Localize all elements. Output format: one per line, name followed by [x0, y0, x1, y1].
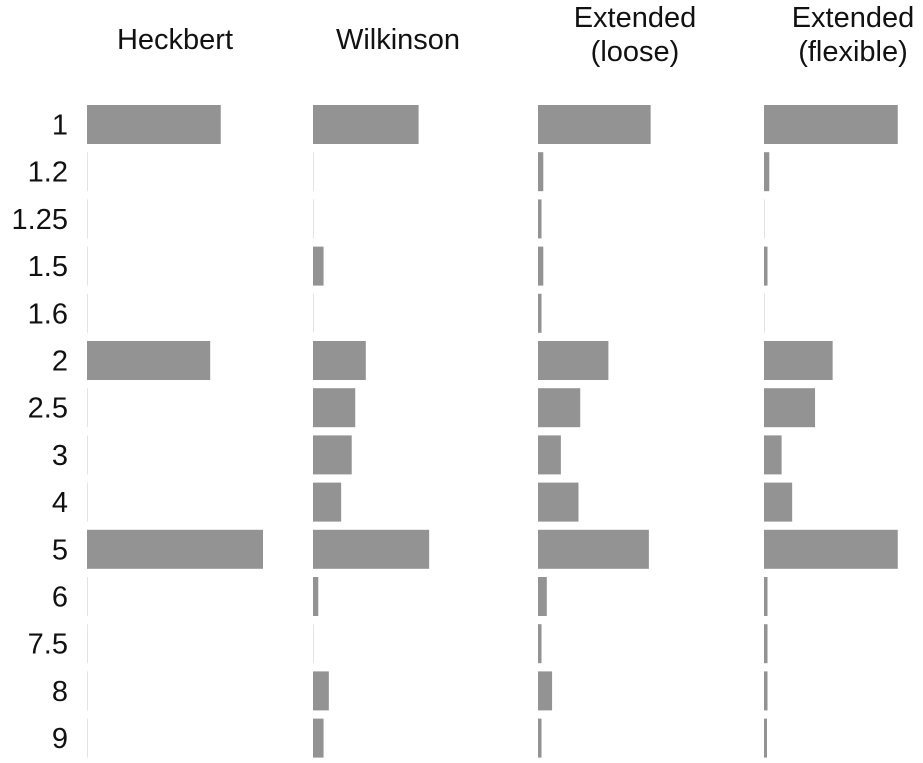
bar	[313, 341, 366, 380]
series-title: (flexible)	[798, 36, 908, 68]
row-baseline	[87, 624, 88, 664]
row-baseline	[764, 199, 765, 239]
bar	[87, 341, 211, 380]
series-title: Extended	[792, 2, 915, 34]
series-panel	[87, 105, 263, 758]
bar	[87, 529, 263, 569]
bar	[313, 577, 319, 616]
bar	[538, 293, 542, 333]
bar	[538, 105, 651, 144]
row-baseline	[87, 482, 88, 522]
row-baseline	[87, 246, 88, 286]
bar	[538, 529, 649, 569]
category-label: 3	[52, 440, 68, 472]
row-baseline	[313, 293, 314, 333]
bar	[538, 152, 544, 192]
row-baseline	[313, 199, 314, 239]
bar	[764, 624, 768, 664]
bar	[313, 529, 430, 569]
category-label: 1.5	[28, 251, 68, 283]
category-label: 9	[52, 723, 68, 755]
bar	[764, 671, 768, 711]
bar	[538, 718, 542, 758]
bar	[764, 388, 816, 428]
row-baseline	[313, 152, 314, 192]
bar	[538, 199, 542, 239]
category-label: 7.5	[28, 629, 68, 661]
bar	[313, 671, 329, 711]
category-label: 6	[52, 582, 68, 614]
series-title: Wilkinson	[336, 24, 460, 56]
series-title: (loose)	[591, 36, 680, 68]
bar	[538, 577, 547, 616]
bar	[538, 624, 542, 664]
column-titles: Heckbert WilkinsonExtended(loose)Extended…	[117, 2, 914, 68]
bar	[764, 246, 768, 286]
bar	[538, 388, 581, 428]
category-label: 1.6	[28, 298, 68, 330]
row-baseline	[87, 388, 88, 428]
row-baseline	[313, 624, 314, 664]
bar	[764, 105, 898, 144]
bar	[313, 105, 419, 144]
row-baseline	[87, 199, 88, 239]
category-label: 5	[52, 534, 68, 566]
bar	[764, 341, 833, 380]
bar	[764, 718, 767, 758]
category-label: 2.5	[28, 393, 68, 425]
category-label: 4	[52, 487, 68, 519]
bar	[87, 105, 221, 144]
bar	[313, 482, 342, 522]
category-label: 1.25	[12, 204, 68, 236]
series-title: Extended	[574, 2, 697, 34]
row-baseline	[87, 671, 88, 711]
series-panel	[538, 105, 651, 758]
row-baseline	[87, 293, 88, 333]
bar	[313, 246, 324, 286]
series-panels	[87, 105, 898, 758]
row-baseline	[87, 577, 88, 616]
category-label: 1.2	[28, 157, 68, 189]
bar	[313, 388, 356, 428]
bar	[538, 341, 609, 380]
bar	[538, 435, 561, 475]
bar	[764, 435, 782, 475]
row-baseline	[87, 152, 88, 192]
bar	[538, 671, 553, 711]
series-title: Heckbert	[117, 24, 233, 56]
category-label: 8	[52, 676, 68, 708]
bar	[313, 718, 324, 758]
row-baseline	[764, 293, 765, 333]
row-baseline	[87, 435, 88, 475]
category-label: 1	[52, 110, 68, 142]
bar	[764, 577, 768, 616]
bar	[764, 482, 793, 522]
bar	[538, 246, 544, 286]
series-panel	[313, 105, 430, 758]
bar	[764, 152, 770, 192]
category-label: 2	[52, 346, 68, 378]
bar	[538, 482, 579, 522]
series-panel	[764, 105, 898, 758]
bar	[313, 435, 352, 475]
row-baseline	[87, 718, 88, 758]
bar	[764, 529, 898, 569]
row-labels: 1 1.2 1.25 1.5 1.6 2 2.5 3 4 5 6 7.5 8 9	[12, 110, 68, 756]
